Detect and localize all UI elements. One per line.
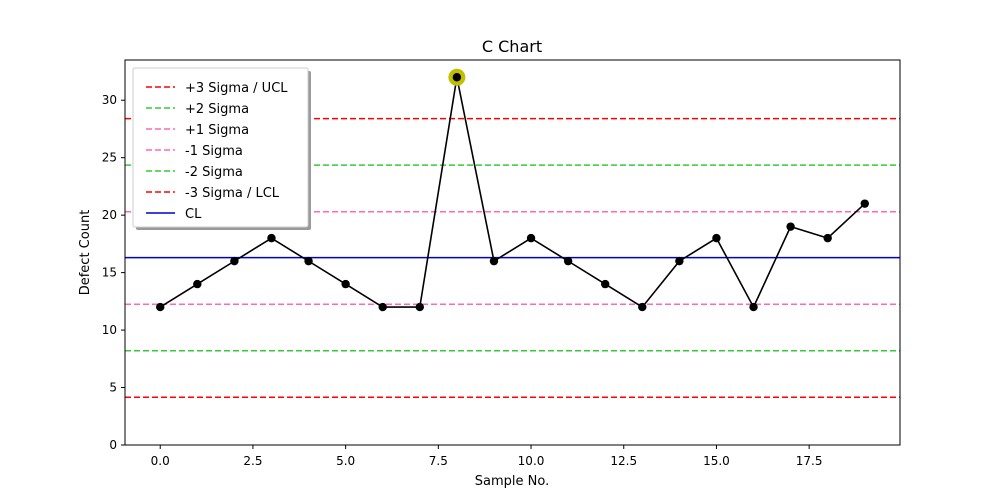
data-point [267, 233, 276, 243]
legend-label: +1 Sigma [185, 123, 249, 138]
data-point [563, 256, 573, 266]
chart-title: C Chart [482, 37, 542, 56]
legend-label: -2 Sigma [185, 165, 243, 180]
x-axis-ticks: 0.0 2.5 5.0 7.5 10.0 12.5 15.0 17.5 [151, 445, 823, 468]
data-series [156, 68, 869, 312]
y-tick-label: 25 [102, 151, 117, 165]
data-point [712, 233, 721, 243]
legend-label: -3 Sigma / LCL [185, 186, 280, 201]
y-axis-label: Defect Count [78, 210, 93, 296]
data-point [489, 256, 499, 266]
legend-label: -1 Sigma [185, 144, 243, 159]
x-tick-label: 15.0 [703, 454, 730, 468]
y-tick-label: 0 [109, 438, 117, 452]
data-point [638, 302, 647, 312]
data-point [823, 233, 832, 243]
x-tick-label: 0.0 [151, 454, 170, 468]
legend-label: CL [185, 207, 202, 222]
data-point [452, 73, 462, 82]
data-point [230, 256, 239, 266]
y-tick-label: 30 [102, 93, 117, 107]
data-point [156, 302, 165, 312]
x-tick-label: 2.5 [243, 454, 262, 468]
y-tick-label: 5 [109, 381, 117, 395]
data-point [378, 302, 387, 312]
y-axis-ticks: 0 5 10 15 20 25 30 [102, 93, 125, 452]
data-point [526, 233, 536, 243]
y-tick-label: 10 [102, 323, 117, 337]
legend-label: +2 Sigma [185, 102, 249, 117]
data-point [860, 199, 869, 208]
data-point [675, 256, 684, 266]
y-tick-label: 15 [102, 266, 117, 280]
data-point [341, 279, 350, 289]
plot-area-frame [124, 59, 901, 446]
data-point [193, 279, 202, 289]
x-tick-label: 17.5 [796, 454, 823, 468]
x-tick-label: 5.0 [336, 454, 355, 468]
data-point [304, 256, 313, 266]
legend-box [132, 67, 309, 228]
y-tick-label: 20 [102, 208, 117, 222]
data-point [749, 302, 758, 312]
series-line [159, 77, 866, 309]
legend: +3 Sigma / UCL +2 Sigma +1 Sigma -1 Sigma -2… [132, 67, 311, 230]
x-tick-label: 12.5 [610, 454, 637, 468]
x-axis-label: Sample No. [475, 474, 549, 489]
data-point [601, 279, 610, 289]
data-point [786, 222, 795, 231]
x-tick-label: 10.0 [518, 454, 545, 468]
legend-label: +3 Sigma / UCL [185, 81, 288, 96]
x-tick-label: 7.5 [429, 454, 448, 468]
data-point [415, 302, 424, 312]
